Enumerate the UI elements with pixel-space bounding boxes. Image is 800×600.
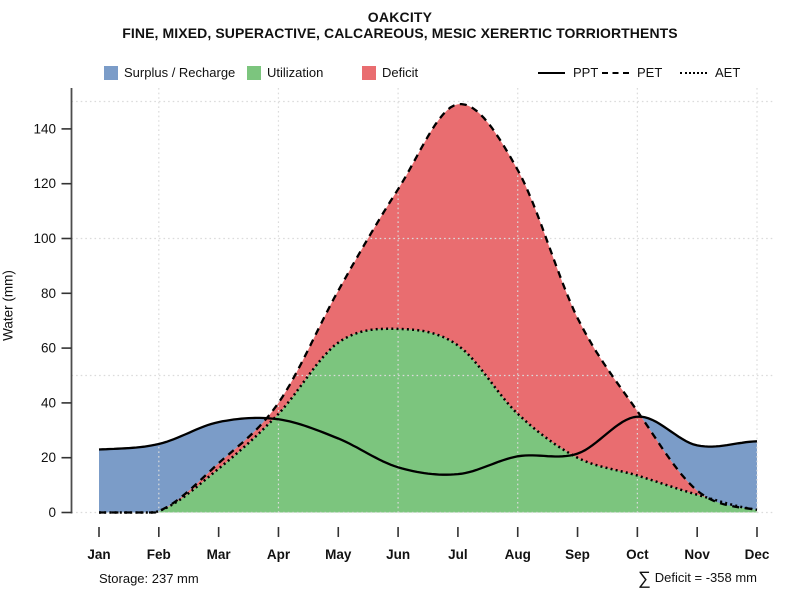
chart-title: OAKCITY (367, 9, 433, 25)
legend-label-aet: AET (715, 65, 741, 80)
y-tick-label: 0 (48, 505, 56, 520)
y-tick-label: 80 (41, 286, 56, 301)
month-label: May (325, 547, 352, 562)
month-label: Feb (147, 547, 171, 562)
y-tick-label: 120 (33, 176, 56, 191)
month-label: Aug (505, 547, 531, 562)
solid-line-icon (538, 71, 565, 74)
month-label: Jun (386, 547, 410, 562)
sigma-icon: ∑ (637, 568, 651, 588)
utilization-swatch-icon (247, 65, 261, 80)
month-label: Dec (745, 547, 770, 562)
legend-label-ppt: PPT (573, 65, 599, 80)
y-tick-label: 60 (41, 341, 56, 356)
aet-line (99, 327, 758, 514)
deficit-swatch-icon (362, 65, 376, 80)
month-label: Jan (87, 547, 110, 562)
y-tick-label: 20 (41, 450, 56, 465)
chart-subtitle: FINE, MIXED, SUPERACTIVE, CALCAREOUS, ME… (122, 25, 678, 41)
legend-item-aet: AET (680, 65, 740, 80)
utilization-area (99, 328, 757, 513)
area-fills (99, 104, 757, 513)
legend-label-deficit: Deficit (382, 65, 419, 80)
month-label: Sep (565, 547, 590, 562)
legend-label-surplus: Surplus / Recharge (124, 65, 236, 80)
y-tick-label: 40 (41, 395, 56, 410)
legend-label-pet: PET (637, 65, 663, 80)
pet-line (99, 102, 758, 514)
legend-item-ppt: PPT (538, 65, 598, 80)
legend-item-pet: PET (602, 65, 662, 80)
legend-item-surplus: Surplus / Recharge (104, 65, 235, 80)
ppt-line (98, 415, 758, 476)
month-label: Mar (207, 547, 232, 562)
dashed-line-icon (602, 71, 629, 74)
deficit-annotation-text: Deficit = -358 mm (654, 570, 757, 585)
surplus-area (99, 104, 757, 513)
surplus-swatch-icon (104, 65, 118, 80)
deficit-area (99, 104, 757, 513)
month-label: Oct (626, 547, 649, 562)
month-label: Jul (448, 547, 468, 562)
gridlines (71, 88, 775, 514)
legend-item-utilization: Utilization (247, 65, 323, 80)
axes: 0 20 40 60 80 100 120 140 Jan Feb Mar Apr May Jun Jul A… (33, 88, 770, 562)
storage-annotation: Storage: 237 mm (99, 571, 199, 586)
month-label: Apr (267, 547, 291, 562)
y-tick-label: 100 (33, 231, 56, 246)
legend-item-deficit: Deficit (362, 65, 418, 80)
legend-label-utilization: Utilization (267, 65, 324, 80)
deficit-annotation: ∑ Deficit = -358 mm (638, 568, 757, 589)
dotted-line-icon (680, 71, 707, 74)
y-tick-label: 140 (33, 121, 56, 136)
month-label: Nov (684, 547, 710, 562)
